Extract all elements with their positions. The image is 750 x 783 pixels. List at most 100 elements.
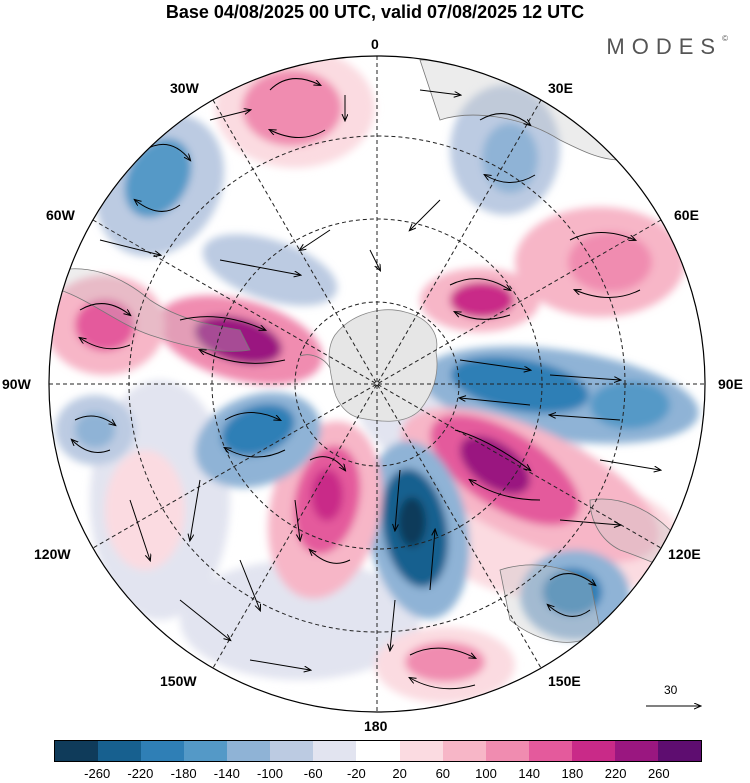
colorbar-segment <box>227 741 271 761</box>
lon-label-30w: 30W <box>170 80 199 96</box>
colorbar-tick-label: 180 <box>561 766 584 781</box>
wind-vector <box>135 200 181 212</box>
wind-vector <box>470 480 541 501</box>
wind-vector <box>549 573 595 585</box>
wind-vector <box>270 130 326 138</box>
wind-vector <box>129 499 150 560</box>
map-border <box>48 55 706 713</box>
brand-mark: © <box>722 34 728 43</box>
lon-label-60w: 60W <box>46 207 75 223</box>
wind-vector <box>74 415 115 425</box>
colorbar-segment <box>141 741 185 761</box>
wind-vector <box>454 429 530 470</box>
wind-vector <box>219 259 300 275</box>
wind-vector <box>79 303 130 315</box>
anomaly-positive <box>105 450 185 570</box>
colorbar-segment <box>528 741 572 761</box>
wind-vectors <box>72 78 660 690</box>
wind-vector <box>575 290 641 298</box>
wind-vector <box>179 599 230 640</box>
wind-vector <box>209 110 250 121</box>
antarctica-landmass <box>328 309 438 422</box>
wind-vector <box>179 316 265 330</box>
wind-vector <box>294 499 300 540</box>
wind-vector <box>239 559 260 610</box>
wind-vector <box>269 78 320 91</box>
colorbar-tick-label: -60 <box>303 766 323 781</box>
colorbar-tick-label: -20 <box>346 766 366 781</box>
colorbar-tick-label: 260 <box>647 766 670 781</box>
wind-vector <box>410 678 476 690</box>
wind-vector <box>460 398 531 406</box>
brand-name: MODES <box>606 34 723 59</box>
colorbar-segment <box>442 741 486 761</box>
wind-vector <box>549 374 620 380</box>
land-outline <box>299 354 331 369</box>
wind-vector <box>224 412 280 421</box>
wind-vector <box>429 530 435 591</box>
wind-vector <box>369 249 380 270</box>
lon-label-180: 180 <box>364 718 388 734</box>
colorbar-segment <box>184 741 228 761</box>
wind-vector <box>409 647 475 658</box>
wind-vector <box>600 619 641 660</box>
colorbar-segment <box>356 741 400 761</box>
wind-vector <box>200 350 286 364</box>
wind-vector <box>99 239 160 255</box>
lon-label-90w: 90W <box>2 376 31 392</box>
colorbar-tick-label: -260 <box>84 766 111 781</box>
colorbar-tick-label: -100 <box>256 766 284 781</box>
wind-vector <box>390 599 396 650</box>
wind-vector <box>249 659 310 670</box>
wind-vector <box>225 448 286 458</box>
colorbar-tick-label: -180 <box>170 766 197 781</box>
wind-vector <box>559 519 620 525</box>
wind-vector <box>449 278 510 290</box>
wind-vector <box>548 605 591 617</box>
colorbar-tick-label: -220 <box>127 766 154 781</box>
anomaly-field <box>49 56 705 712</box>
lon-label-150e: 150E <box>548 673 581 689</box>
colorbar-segment <box>55 741 99 761</box>
wind-vector <box>310 550 351 564</box>
wind-vector <box>459 359 530 370</box>
wind-vector <box>455 312 511 320</box>
wind-vector <box>72 440 111 453</box>
map-title: Base 04/08/2025 00 UTC, valid 07/08/2025… <box>165 2 585 22</box>
colorbar-tick-label: 100 <box>475 766 497 781</box>
colorbar-tick-label: -140 <box>213 766 240 781</box>
lon-label-120e: 120E <box>668 546 701 562</box>
wind-vector <box>410 199 441 230</box>
land-outline <box>59 268 251 352</box>
wind-vector <box>190 479 201 540</box>
lon-label-30e: 30E <box>548 80 573 96</box>
wind-vector <box>80 338 131 350</box>
colorbar-tick-label: 220 <box>604 766 627 781</box>
colorbar-segment <box>571 741 615 761</box>
colorbar <box>54 740 702 762</box>
colorbar-segment <box>614 741 658 761</box>
wind-vector <box>309 456 345 470</box>
colorbar-segment <box>399 741 443 761</box>
colorbar-tick-label: 20 <box>392 766 407 781</box>
wind-vector <box>550 415 621 421</box>
colorbar-segment <box>657 741 701 761</box>
lon-label-0: 0 <box>371 36 379 52</box>
lon-label-60e: 60E <box>674 207 699 223</box>
wind-vector <box>479 113 530 125</box>
reference-vector-label: 30 <box>664 683 678 697</box>
colorbar-segment <box>313 741 357 761</box>
colorbar-tick-label: 60 <box>435 766 451 781</box>
brand-logo: MODES© <box>606 34 728 60</box>
lon-label-120w: 120W <box>34 546 71 562</box>
wind-vector <box>569 232 635 241</box>
lon-label-150w: 150W <box>160 673 197 689</box>
anomaly-negative <box>202 234 338 306</box>
colorbar-segment <box>270 741 314 761</box>
graticule <box>49 56 705 712</box>
colorbar-segment <box>98 741 142 761</box>
wind-vector <box>419 89 460 95</box>
lon-label-90e: 90E <box>718 376 743 392</box>
colorbar-ticks: -260 -220 -180 -140 -100 -60 -20 20 60 100 140 180 2… <box>0 766 750 782</box>
